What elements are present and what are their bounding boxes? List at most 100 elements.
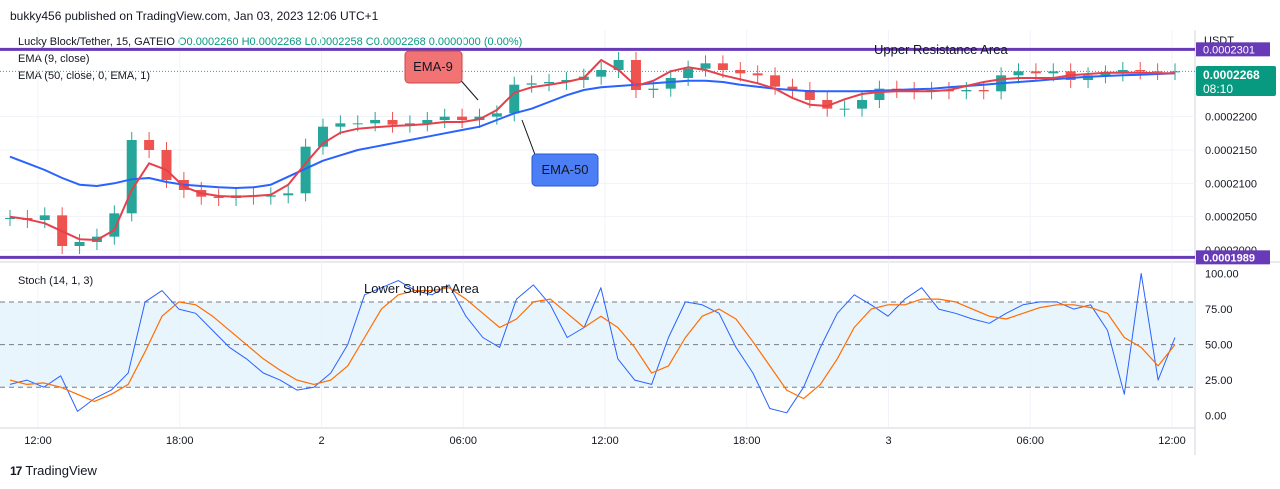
- time-tick-label: 12:00: [591, 435, 619, 447]
- candle-body: [683, 68, 694, 78]
- stoch-tick-label: 50.00: [1205, 340, 1233, 352]
- price-axis[interactable]: 0.00022000.00021500.00021000.00020500.00…: [1205, 112, 1257, 257]
- ohlc-values: O0.0002260 H0.0002268 L0.0002258 C0.0002…: [177, 36, 523, 48]
- candle-body: [300, 146, 311, 194]
- candle-body: [1170, 71, 1180, 73]
- tradingview-logo-icon: 17: [10, 463, 22, 478]
- candle-body: [265, 195, 276, 197]
- candle-body: [5, 218, 15, 219]
- price-tick-label: 0.0002100: [1205, 178, 1257, 190]
- symbol-name[interactable]: Lucky Block/Tether, 15, GATEIO: [18, 36, 175, 48]
- ema-lines: [9, 59, 1176, 241]
- stoch-axis[interactable]: 100.00 75.00 50.00 25.00 0.00: [1205, 269, 1239, 423]
- stoch-tick-label: 75.00: [1205, 304, 1233, 316]
- current-price-text: 0.0002268: [1203, 68, 1260, 82]
- current-price-badge: 0.0002268 08:10: [1196, 66, 1276, 96]
- candle-body: [491, 113, 502, 117]
- candle-body: [804, 90, 815, 100]
- price-tick-label: 0.0002150: [1205, 145, 1257, 157]
- price-tick-label: 0.0002050: [1205, 212, 1257, 224]
- candle-body: [978, 90, 989, 92]
- candle-body: [735, 70, 746, 74]
- candle-body: [822, 100, 833, 109]
- candle-body: [752, 73, 763, 76]
- svg-text:0.0002301: 0.0002301: [1203, 44, 1255, 56]
- candle-body: [335, 123, 346, 127]
- candle-body: [439, 116, 450, 120]
- legend-symbol-row: Lucky Block/Tether, 15, GATEIO O0.000226…: [18, 36, 522, 48]
- price-tick-label: 0.0002200: [1205, 112, 1257, 124]
- time-tick-label: 2: [318, 435, 324, 447]
- level-lines: [0, 47, 1195, 259]
- candle-body: [1013, 71, 1024, 76]
- time-tick-label: 06:00: [449, 435, 477, 447]
- ema50-callout[interactable]: EMA-50: [521, 119, 599, 187]
- candle-body: [1135, 70, 1146, 72]
- candle-body: [787, 86, 798, 90]
- candle-body: [874, 88, 885, 100]
- candle-body: [317, 126, 328, 147]
- candle-body: [509, 84, 520, 114]
- time-axis[interactable]: 12:00 18:00 2 06:00 12:00 18:00 3 06:00 12:00: [24, 435, 1186, 447]
- legend-stoch[interactable]: Stoch (14, 1, 3): [18, 275, 94, 287]
- time-tick-label: 18:00: [166, 435, 194, 447]
- ema50-line: [9, 72, 1176, 189]
- candle-body: [544, 82, 555, 84]
- candle-body: [770, 75, 781, 87]
- candle-body: [352, 123, 363, 125]
- time-tick-label: 12:00: [1158, 435, 1186, 447]
- candle-body: [613, 60, 624, 70]
- ema9-callout-text: EMA-9: [413, 59, 453, 74]
- candle-body: [717, 63, 728, 70]
- candle-body: [1117, 70, 1128, 74]
- candle-body: [109, 213, 120, 237]
- candle-body: [961, 90, 972, 92]
- candle-body: [839, 108, 850, 110]
- candle-body: [596, 70, 607, 77]
- candle-body: [422, 120, 433, 124]
- candle-body: [1100, 73, 1111, 76]
- candle-body: [630, 60, 641, 90]
- legend-ema50[interactable]: EMA (50, close, 0, EMA, 1): [18, 70, 151, 82]
- stoch-tick-label: 100.00: [1205, 269, 1239, 281]
- stoch-lines: [9, 273, 1176, 414]
- candle-body: [1030, 71, 1041, 74]
- lower-support-label: Lower Support Area: [364, 281, 480, 296]
- time-tick-label: 18:00: [733, 435, 761, 447]
- resistance-price-badge: 0.0002301: [1196, 42, 1270, 57]
- tradingview-branding[interactable]: 17 TradingView: [10, 463, 97, 478]
- candle-body: [526, 83, 537, 85]
- tradingview-brand-text: TradingView: [25, 463, 97, 478]
- candle-body: [283, 193, 294, 196]
- candle-body: [700, 63, 711, 69]
- candle-body: [1048, 71, 1059, 74]
- legend-ema9[interactable]: EMA (9, close): [18, 53, 90, 65]
- candle-body: [144, 140, 155, 150]
- candle-body: [404, 123, 415, 125]
- candle-body: [74, 242, 85, 246]
- stoch-k-line: [9, 273, 1176, 414]
- candle-body: [665, 78, 676, 89]
- candle-body: [126, 140, 137, 214]
- ema9-line: [9, 59, 1175, 241]
- support-price-badge: 0.0001989: [1196, 250, 1270, 264]
- svg-text:0.0001989: 0.0001989: [1203, 252, 1255, 264]
- time-tick-label: 12:00: [24, 435, 52, 447]
- stoch-tick-label: 25.00: [1205, 375, 1233, 387]
- ema50-callout-text: EMA-50: [542, 162, 589, 177]
- candle-body: [39, 215, 50, 220]
- ema9-callout[interactable]: EMA-9: [404, 50, 479, 101]
- time-tick-label: 06:00: [1016, 435, 1044, 447]
- candle-body: [457, 116, 468, 120]
- countdown-text: 08:10: [1203, 82, 1233, 96]
- candle-body: [387, 120, 398, 125]
- candle-body: [1152, 71, 1163, 73]
- upper-resistance-label: Upper Resistance Area: [874, 42, 1008, 57]
- published-by-line: bukky456 published on TradingView.com, J…: [10, 9, 379, 23]
- candle-body: [648, 88, 659, 90]
- stoch-d-line: [9, 287, 1176, 402]
- stoch-tick-label: 0.00: [1205, 411, 1226, 423]
- candle-body: [213, 196, 224, 198]
- stoch-band: [0, 301, 1195, 388]
